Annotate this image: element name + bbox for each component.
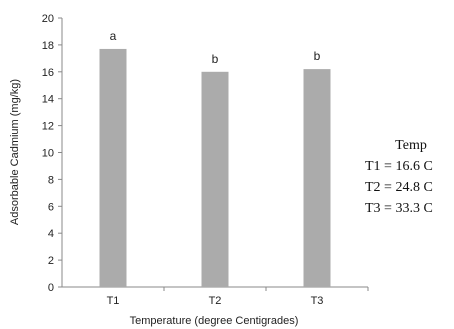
- y-tick-label: 4: [48, 228, 54, 240]
- y-tick-label: 10: [42, 148, 54, 160]
- temperature-note-line: T2 = 24.8 C: [365, 180, 433, 195]
- y-tick-label: 12: [42, 121, 54, 133]
- plot-area: 0 2 4 6 8 10 12 14 16 18 20 a T1 b T2 b T3: [42, 13, 369, 307]
- significance-letter: b: [212, 52, 219, 66]
- y-tick-label: 20: [42, 13, 54, 25]
- temperature-note: Temp T1 = 16.6 C T2 = 24.8 C T3 = 33.3 C: [365, 138, 433, 216]
- temperature-note-line: T3 = 33.3 C: [365, 201, 433, 216]
- y-axis-title: Adsorbable Cadmium (mg/kg): [9, 79, 21, 225]
- y-tick-label: 8: [48, 174, 54, 186]
- temperature-note-title: Temp: [395, 138, 427, 153]
- bar: [99, 48, 127, 288]
- y-tick-label: 0: [48, 282, 54, 294]
- x-tick-label: T1: [107, 295, 120, 307]
- bar: [201, 71, 229, 287]
- y-tick-label: 14: [42, 94, 54, 106]
- x-tick-label: T2: [209, 295, 222, 307]
- significance-letter: a: [110, 29, 117, 43]
- significance-letter: b: [314, 49, 321, 63]
- bar: [303, 69, 331, 287]
- y-tick-label: 16: [42, 67, 54, 79]
- x-tick-label: T3: [311, 295, 324, 307]
- y-tick-label: 18: [42, 40, 54, 52]
- x-axis-title: Temperature (degree Centigrades): [130, 315, 299, 327]
- y-tick-label: 2: [48, 255, 54, 267]
- y-tick-label: 6: [48, 201, 54, 213]
- temperature-note-line: T1 = 16.6 C: [365, 159, 433, 174]
